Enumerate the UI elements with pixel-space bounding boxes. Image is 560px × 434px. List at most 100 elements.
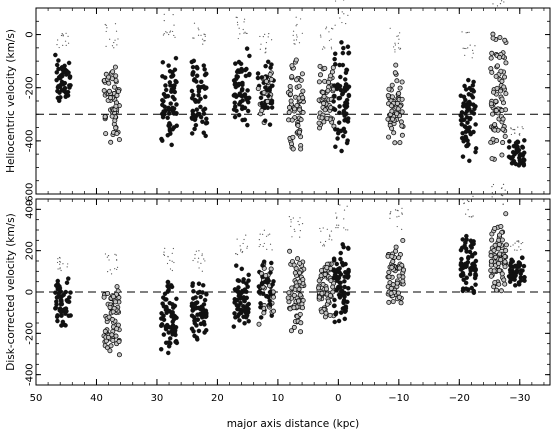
data-point-open	[396, 255, 402, 261]
bottom-y-tick-label: -200	[25, 322, 36, 345]
data-point-filled	[194, 107, 200, 112]
foreground-point	[295, 39, 298, 41]
data-point-open	[297, 292, 303, 298]
foreground-point	[162, 34, 165, 36]
data-point-filled	[335, 136, 340, 141]
foreground-point	[396, 216, 398, 218]
foreground-point	[106, 27, 108, 29]
data-point-filled	[202, 94, 208, 100]
data-point-open	[289, 74, 295, 80]
data-point-open	[396, 90, 402, 96]
data-point-filled	[269, 100, 275, 106]
foreground-point	[465, 32, 467, 34]
data-point-filled	[236, 293, 242, 299]
data-point-filled	[332, 51, 338, 56]
data-point-open	[389, 82, 395, 88]
data-point-filled	[201, 84, 206, 89]
data-point-filled	[331, 267, 337, 272]
data-point-filled	[333, 312, 338, 317]
data-point-filled	[163, 326, 169, 332]
data-point-filled	[516, 282, 522, 287]
data-point-filled	[340, 262, 346, 268]
data-point-filled	[468, 268, 473, 273]
foreground-point	[235, 253, 237, 255]
foreground-point	[262, 36, 264, 38]
data-point-filled	[473, 271, 478, 277]
foreground-point	[57, 39, 59, 41]
data-point-open	[267, 71, 273, 77]
data-point-filled	[342, 279, 347, 284]
data-point-filled	[333, 144, 338, 149]
foreground-point	[462, 47, 464, 49]
top-y-ticks: 0 -200 -400 -600	[25, 7, 550, 205]
foreground-point	[163, 254, 166, 256]
data-point-filled	[333, 127, 338, 132]
data-point-filled	[341, 45, 346, 51]
foreground-point	[269, 233, 271, 235]
data-point-filled	[331, 106, 337, 112]
foreground-point	[243, 21, 245, 23]
data-point-open	[490, 35, 496, 41]
data-point-open	[116, 339, 122, 345]
data-point-filled	[232, 104, 238, 109]
data-point-open	[496, 260, 502, 266]
foreground-point	[394, 49, 396, 51]
data-point-filled	[170, 105, 175, 111]
data-point-open	[394, 100, 400, 106]
foreground-point	[168, 33, 170, 36]
data-point-filled	[244, 289, 249, 295]
data-point-open	[289, 117, 295, 123]
data-point-filled	[203, 133, 208, 139]
foreground-point	[401, 212, 403, 214]
foreground-point	[197, 27, 199, 29]
data-point-filled	[62, 80, 68, 86]
data-point-filled	[241, 279, 246, 284]
data-point-filled	[238, 61, 244, 67]
data-point-open	[396, 294, 402, 300]
data-point-filled	[462, 101, 467, 107]
data-point-filled	[510, 154, 515, 160]
foreground-point	[326, 228, 328, 230]
data-point-filled	[267, 289, 273, 295]
foreground-point	[62, 35, 64, 37]
foreground-point	[56, 43, 58, 46]
foreground-point	[343, 209, 346, 211]
foreground-point	[328, 39, 331, 42]
bottom-panel: 400 200 0 -200 -400 50 40 30 20 10 0 −10 −20 −30 Dis…	[5, 183, 551, 430]
foreground-point	[492, 183, 495, 186]
foreground-point	[246, 247, 248, 249]
data-point-filled	[259, 281, 265, 287]
data-point-filled	[334, 278, 340, 284]
foreground-point	[330, 48, 333, 50]
data-point-filled	[472, 251, 478, 256]
data-point-filled	[60, 319, 66, 325]
data-point-filled	[200, 283, 206, 288]
data-point-filled	[68, 290, 73, 295]
foreground-point	[197, 34, 200, 36]
data-point-filled	[332, 93, 337, 99]
data-point-open	[268, 76, 274, 82]
data-point-open	[389, 264, 395, 270]
data-point-open	[500, 126, 506, 132]
data-point-filled	[161, 109, 166, 114]
data-point-filled	[56, 58, 61, 63]
foreground-point	[105, 30, 107, 33]
foreground-point	[59, 268, 61, 270]
foreground-point	[201, 253, 203, 255]
data-point-open	[116, 88, 122, 94]
data-point-filled	[262, 279, 268, 285]
data-point-open	[114, 92, 120, 98]
data-point-filled	[54, 62, 60, 68]
data-point-filled	[67, 75, 73, 80]
data-point-filled	[170, 324, 176, 330]
data-point-open	[393, 244, 399, 250]
foreground-point	[245, 32, 247, 34]
data-point-open	[321, 100, 327, 106]
data-point-filled	[344, 101, 350, 106]
foreground-point	[194, 254, 196, 256]
foreground-point	[343, 227, 345, 229]
foreground-point	[166, 32, 168, 34]
foreground-point	[195, 250, 197, 252]
foreground-point	[328, 238, 330, 240]
data-point-filled	[258, 304, 263, 310]
